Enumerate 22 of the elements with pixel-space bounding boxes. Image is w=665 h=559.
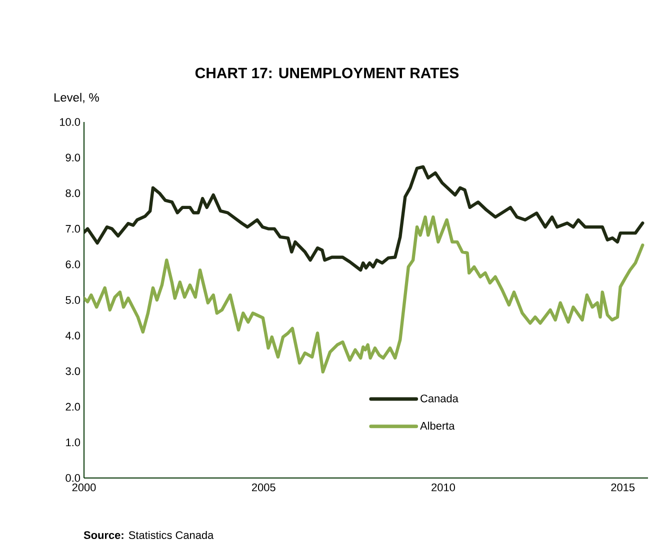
text: Source: Statistics Canada bbox=[84, 530, 214, 540]
x-tick-label: 2000 bbox=[72, 484, 96, 492]
y-tick-label: 6.0 bbox=[66, 260, 80, 268]
legend-label: Alberta bbox=[420, 422, 455, 430]
x-tick-label: 2005 bbox=[252, 484, 276, 492]
y-tick-label: 7.0 bbox=[66, 224, 80, 233]
y-tick-label: 9.0 bbox=[66, 154, 80, 162]
x-tick-label: 2015 bbox=[611, 484, 635, 492]
line-series bbox=[84, 215, 644, 374]
y-tick-label: 5.0 bbox=[66, 296, 80, 304]
y-tick-label: 10.0 bbox=[60, 118, 80, 126]
y-tick-label: 4.0 bbox=[66, 332, 80, 340]
y-tick-label: 0.0 bbox=[66, 474, 80, 482]
y-tick-label: 2.0 bbox=[66, 402, 80, 411]
y-axis-title: Level, % bbox=[54, 92, 99, 104]
x-tick-label: 2010 bbox=[432, 484, 455, 492]
line-series bbox=[84, 165, 644, 272]
y-tick-label: 1.0 bbox=[66, 438, 80, 446]
chart-title: CHART 17: UNEMPLOYMENT RATES bbox=[195, 68, 459, 78]
y-tick-label: 8.0 bbox=[66, 189, 80, 198]
y-tick-label: 3.0 bbox=[66, 367, 80, 376]
legend-label: Canada bbox=[420, 394, 458, 402]
